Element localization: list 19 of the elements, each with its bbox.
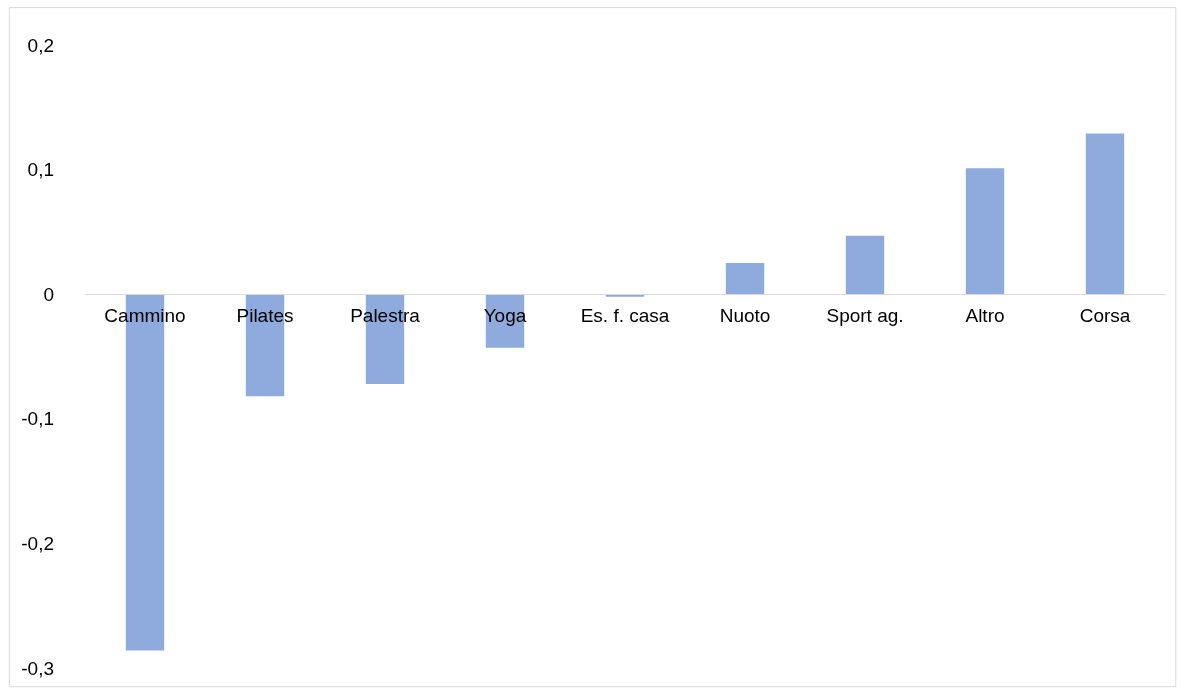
x-tick-label: Pilates (236, 305, 294, 326)
x-tick-label: Es. f. casa (580, 305, 670, 326)
x-tick-label: Palestra (350, 305, 421, 326)
bar (725, 263, 765, 295)
y-tick-label: 0,1 (27, 159, 54, 181)
y-tick-label: -0,3 (21, 657, 54, 679)
x-tick-label: Corsa (1079, 305, 1131, 326)
bar (965, 168, 1005, 295)
bar (1085, 133, 1125, 295)
x-tick-label: Cammino (104, 305, 186, 326)
x-tick-label: Sport ag. (826, 305, 904, 326)
y-tick-label: 0 (43, 283, 54, 305)
y-tick-label: 0,2 (27, 34, 54, 56)
x-tick-label: Altro (965, 305, 1005, 326)
x-tick-label: Yoga (483, 305, 527, 326)
x-tick-label: Nuoto (719, 305, 771, 326)
bar (845, 235, 885, 295)
y-tick-label: -0,1 (21, 408, 54, 430)
y-tick-label: -0,2 (21, 533, 54, 555)
